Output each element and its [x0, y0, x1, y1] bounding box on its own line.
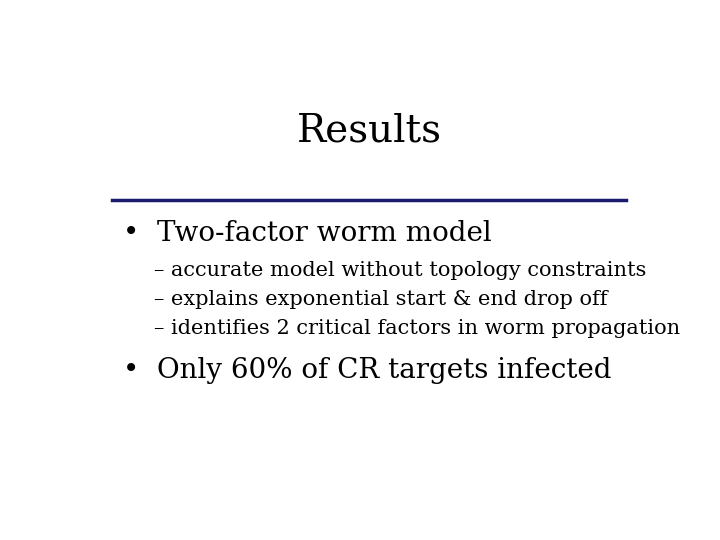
Text: – identifies 2 critical factors in worm propagation: – identifies 2 critical factors in worm …	[154, 319, 680, 339]
Text: •  Only 60% of CR targets infected: • Only 60% of CR targets infected	[124, 357, 612, 384]
Text: Results: Results	[297, 113, 441, 150]
Text: •  Two-factor worm model: • Two-factor worm model	[124, 220, 492, 247]
Text: – explains exponential start & end drop off: – explains exponential start & end drop …	[154, 290, 608, 309]
Text: – accurate model without topology constraints: – accurate model without topology constr…	[154, 261, 647, 280]
